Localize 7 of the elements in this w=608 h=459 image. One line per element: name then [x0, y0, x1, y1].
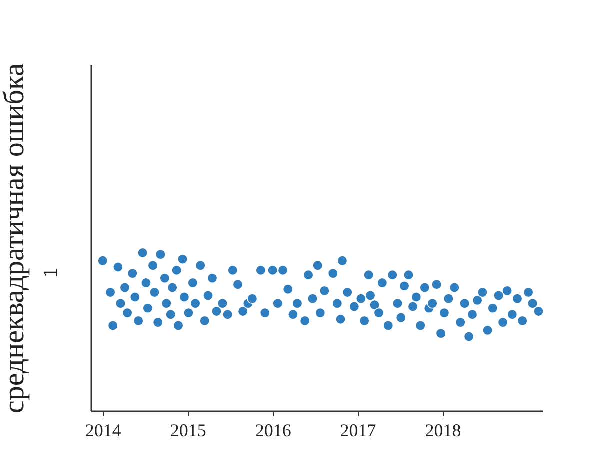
text: 1 [40, 268, 62, 278]
x-tick-label: 2017 [340, 420, 376, 440]
x-tick-label: 2015 [170, 420, 206, 440]
x-tick-label: 2014 [85, 420, 122, 440]
y-axis-title: среднеквадратичная ошибка [0, 63, 30, 414]
x-tick-label: 2016 [255, 420, 292, 440]
x-tick-label: 2018 [425, 420, 462, 440]
